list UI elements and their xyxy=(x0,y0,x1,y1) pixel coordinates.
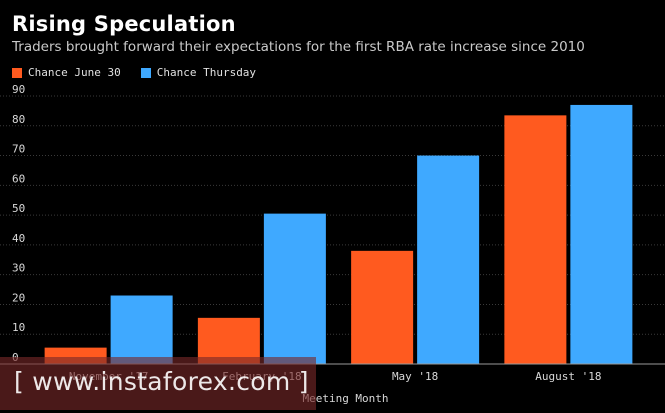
bar-chance-thursday-february-18 xyxy=(263,213,326,364)
legend-label-chance-june-30: Chance June 30 xyxy=(28,66,121,79)
bar-chance-thursday-november-17 xyxy=(110,295,173,364)
y-tick-label-70: 70 xyxy=(12,143,25,156)
bar-chance-june-30-may-18 xyxy=(351,250,414,364)
y-tick-label-10: 10 xyxy=(12,321,25,334)
y-tick-label-40: 40 xyxy=(12,232,25,245)
watermark-text: [ www.instaforex.com ] xyxy=(14,367,309,396)
y-tick-label-20: 20 xyxy=(12,291,25,304)
y-tick-label-80: 80 xyxy=(12,113,25,126)
legend: Chance June 30 Chance Thursday xyxy=(12,66,256,79)
y-tick-label-90: 90 xyxy=(12,83,25,96)
bar-chance-june-30-august-18 xyxy=(504,115,567,364)
watermark: [ www.instaforex.com ] xyxy=(0,357,316,410)
y-tick-label-60: 60 xyxy=(12,172,25,185)
chart-title: Rising Speculation xyxy=(12,12,236,36)
chart-subtitle: Traders brought forward their expectatio… xyxy=(12,39,585,55)
legend-swatch-chance-june-30 xyxy=(12,67,22,78)
x-tick-label-may-18: May '18 xyxy=(392,370,438,383)
y-tick-label-50: 50 xyxy=(12,202,25,215)
legend-item-chance-june-30: Chance June 30 xyxy=(12,66,121,79)
y-tick-label-30: 30 xyxy=(12,262,25,275)
legend-label-chance-thursday: Chance Thursday xyxy=(156,66,257,79)
bars-layer xyxy=(44,104,633,364)
x-tick-label-august-18: August '18 xyxy=(535,370,601,383)
bar-chance-thursday-august-18 xyxy=(570,104,633,364)
bar-chance-june-30-february-18 xyxy=(197,317,260,364)
legend-swatch-chance-thursday xyxy=(140,67,151,78)
bar-chance-thursday-may-18 xyxy=(417,155,480,364)
legend-item-chance-thursday: Chance Thursday xyxy=(140,66,257,79)
x-axis-label: Meeting Month xyxy=(302,392,388,405)
